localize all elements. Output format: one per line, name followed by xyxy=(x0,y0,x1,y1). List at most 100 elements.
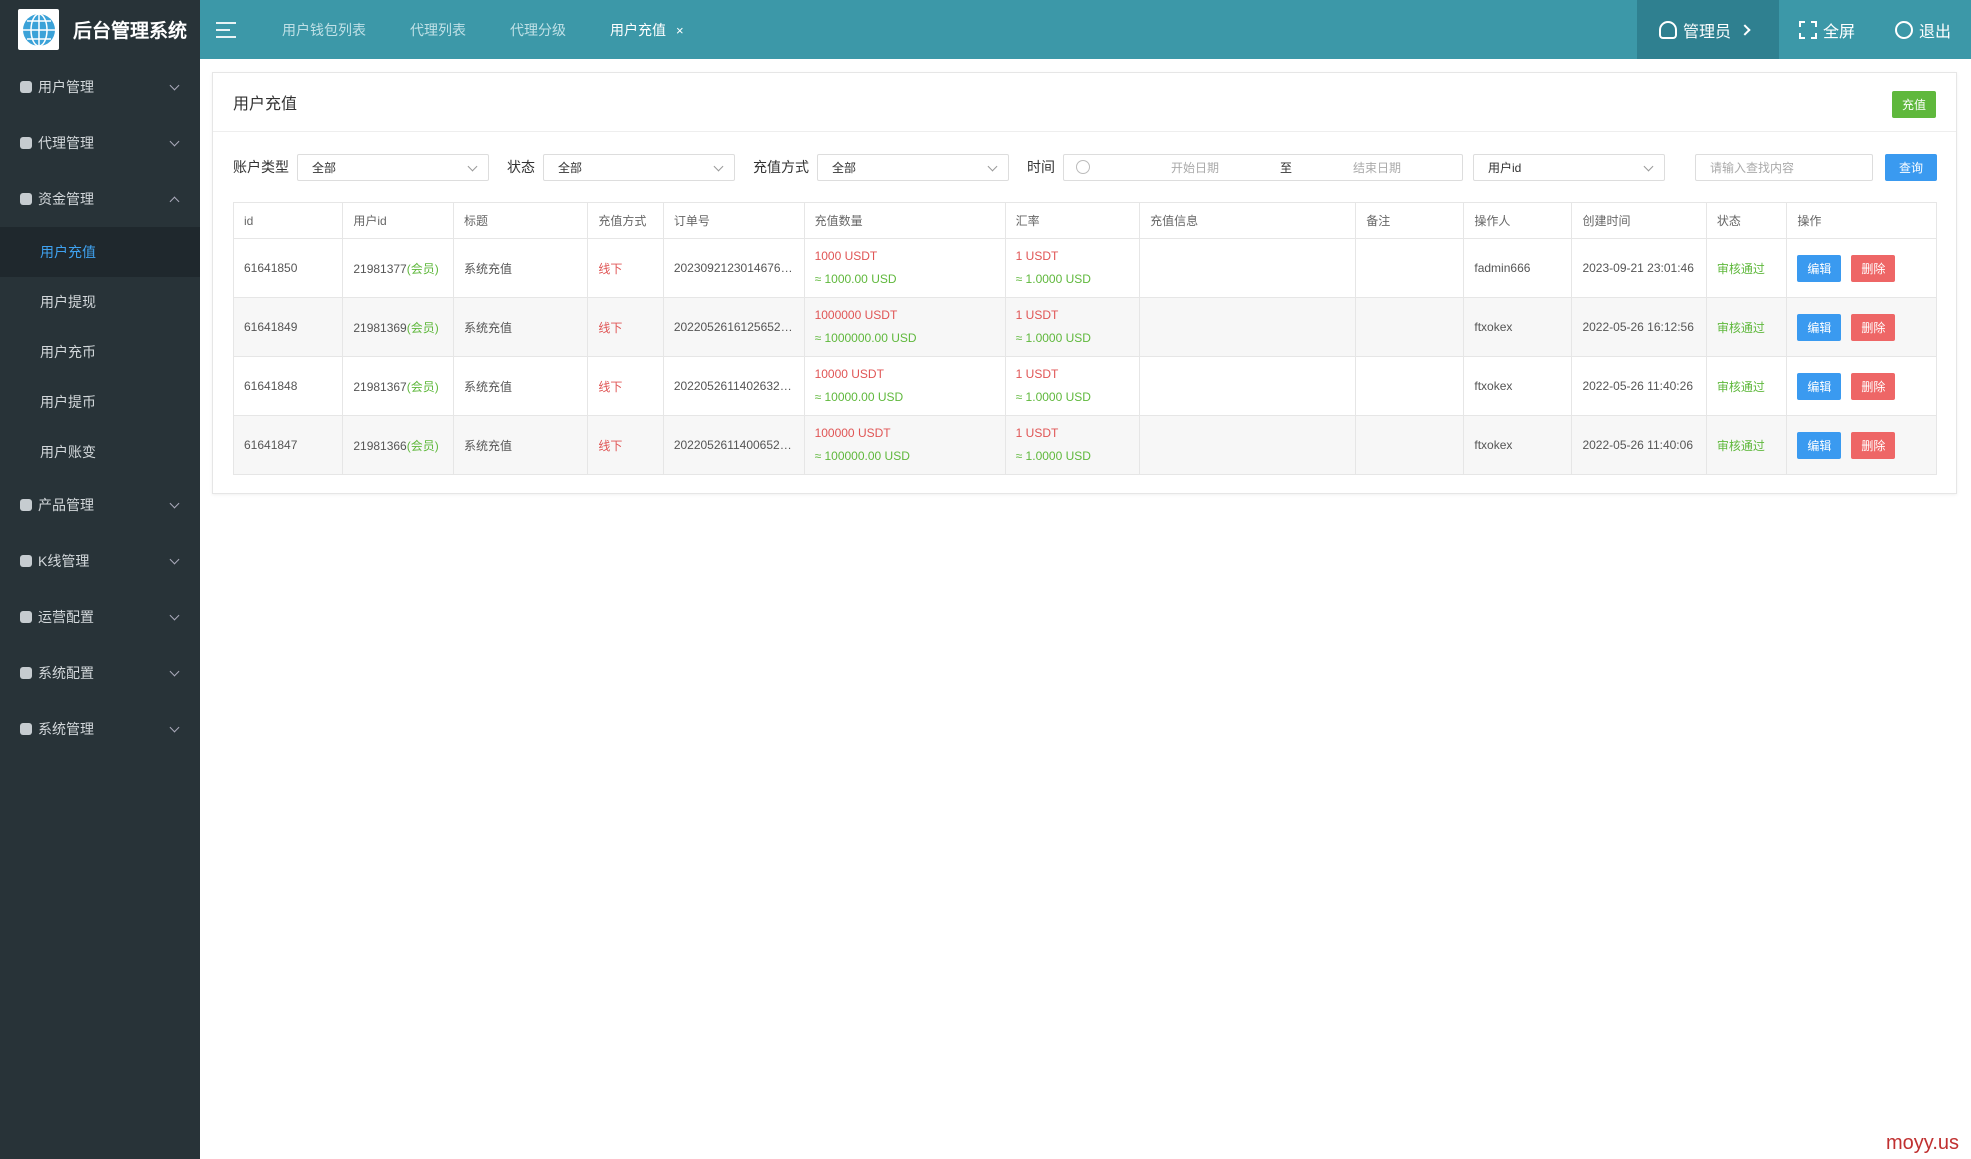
edit-button[interactable]: 编辑 xyxy=(1797,313,1842,341)
chevron xyxy=(169,554,180,565)
filter-label: 充值方式 xyxy=(753,159,809,175)
tab-label: 用户充值 xyxy=(610,21,666,38)
logout-button[interactable]: 退出 xyxy=(1875,18,1971,42)
filter-label: 状态 xyxy=(507,159,535,175)
table-cell: 21981366(会员) xyxy=(342,415,454,475)
panel-title: 用户充值 xyxy=(233,96,298,113)
column-header: 充值方式 xyxy=(587,202,664,239)
amount-usd: ≈ 1000000.00 USD xyxy=(814,331,917,345)
table-cell xyxy=(1355,297,1465,357)
user-menu[interactable]: 管理员 xyxy=(1636,0,1779,59)
search-button[interactable]: 查询 xyxy=(1885,153,1938,181)
operator: fadmin666 xyxy=(1474,261,1531,275)
chevron xyxy=(169,196,180,207)
top-bar: 用户钱包列表 代理列表 代理分级 用户充值 × 管理员 全屏 退出 xyxy=(200,0,1971,59)
table-cell: fadmin666 xyxy=(1463,238,1573,298)
menu-item[interactable]: K线管理 xyxy=(0,533,200,589)
table-row: 61641848 21981367(会员) 系统充值 线下 20220526114026… xyxy=(232,356,1937,416)
chevron xyxy=(169,80,180,91)
submenu-item[interactable]: 用户提币 xyxy=(40,394,96,410)
tab-label: 用户钱包列表 xyxy=(282,21,366,38)
table-cell xyxy=(1139,415,1357,475)
filter-select[interactable]: 全部 xyxy=(297,153,489,181)
table-cell: 审核通过 xyxy=(1705,297,1788,357)
table-cell: 2022052616125652… xyxy=(662,297,805,357)
tab[interactable]: 用户充值 × xyxy=(588,20,706,40)
tab[interactable]: 用户钱包列表 xyxy=(260,20,388,40)
delete-button[interactable]: 删除 xyxy=(1851,372,1896,400)
column-header: 备注 xyxy=(1355,202,1465,239)
header-row: id 用户id 标题 充值方式 订单号 充值数量 汇率 充值信息 备注 操作人 创建时间 状态 操作 xyxy=(232,202,1937,239)
table-cell: ftxokex xyxy=(1463,415,1573,475)
table-cell: 系统充值 xyxy=(452,415,589,475)
delete-button[interactable]: 删除 xyxy=(1851,313,1896,341)
table-cell: 2022-05-26 11:40:06 xyxy=(1571,415,1707,475)
menu-item[interactable]: 产品管理 xyxy=(0,477,200,533)
table-cell xyxy=(1139,238,1357,298)
submenu-item[interactable]: 用户充币 xyxy=(40,344,96,360)
table-cell: 2023092123014676… xyxy=(662,238,805,298)
table-cell: 1 USDT ≈ 1.0000 USD xyxy=(1004,356,1141,416)
brand-name: 后台管理系统 xyxy=(73,21,188,42)
menu-item[interactable]: 系统配置 xyxy=(0,645,200,701)
table-cell: 1 USDT ≈ 1.0000 USD xyxy=(1004,415,1141,475)
tab[interactable]: 代理分级 xyxy=(488,20,588,40)
clock-icon xyxy=(1076,160,1090,174)
delete-button[interactable]: 删除 xyxy=(1851,254,1896,282)
table-cell: 1 USDT ≈ 1.0000 USD xyxy=(1004,238,1141,298)
filter-select[interactable]: 全部 xyxy=(817,153,1009,181)
end-date: 结束日期 xyxy=(1353,160,1402,175)
submenu-item[interactable]: 用户账变 xyxy=(40,444,96,460)
recharge-button[interactable]: 充值 xyxy=(1891,91,1936,118)
submenu-item[interactable]: 用户充值 xyxy=(0,227,200,277)
table-cell: 100000 USDT ≈ 100000.00 USD xyxy=(803,415,1006,475)
column-header: 充值信息 xyxy=(1139,202,1357,239)
menu-icon xyxy=(20,555,32,567)
data-table: id 用户id 标题 充值方式 订单号 充值数量 汇率 充值信息 备注 操作人 创建时间 状态 操作 61… xyxy=(232,202,1937,475)
logout-icon xyxy=(1894,20,1913,39)
menu-item[interactable]: 运营配置 xyxy=(0,589,200,645)
id: 61641848 xyxy=(244,379,298,393)
tab[interactable]: 代理列表 xyxy=(388,20,488,40)
amount: 1000000 USDT xyxy=(814,308,898,322)
start-date: 开始日期 xyxy=(1170,160,1219,175)
order-no: 2022052611400652… xyxy=(673,438,792,452)
operator: ftxokex xyxy=(1474,320,1513,334)
method: 线下 xyxy=(598,261,623,276)
table-cell: 10000 USDT ≈ 10000.00 USD xyxy=(803,356,1006,416)
user-name: 管理员 xyxy=(1682,23,1731,41)
edit-button[interactable]: 编辑 xyxy=(1797,372,1842,400)
menu-item[interactable]: 代理管理 xyxy=(0,115,200,171)
table-cell: 编辑 删除 xyxy=(1786,238,1937,298)
logout-label: 退出 xyxy=(1918,23,1951,41)
operator: ftxokex xyxy=(1474,438,1513,452)
edit-button[interactable]: 编辑 xyxy=(1797,431,1842,459)
created: 2022-05-26 11:40:26 xyxy=(1582,379,1693,393)
table-cell: 21981369(会员) xyxy=(342,297,454,357)
amount-usd: ≈ 100000.00 USD xyxy=(814,449,910,463)
submenu-item[interactable]: 用户提现 xyxy=(40,294,96,310)
column-header: 用户id xyxy=(342,202,454,239)
filter-select[interactable]: 全部 xyxy=(543,153,735,181)
table-cell xyxy=(1355,356,1465,416)
menu-toggle[interactable] xyxy=(216,21,236,38)
search-input[interactable]: 请输入查找内容 xyxy=(1695,153,1873,181)
table-body: 61641850 21981377(会员) 系统充值 线下 20230921230146… xyxy=(232,238,1937,475)
table-cell: 编辑 删除 xyxy=(1786,415,1937,475)
menu-item[interactable]: 用户管理 xyxy=(0,59,200,115)
status: 审核通过 xyxy=(1716,261,1765,276)
fullscreen-button[interactable]: 全屏 xyxy=(1779,18,1875,42)
delete-button[interactable]: 删除 xyxy=(1851,431,1896,459)
menu-item[interactable]: 资金管理 xyxy=(0,171,200,227)
order-no: 2023092123014676… xyxy=(673,261,793,275)
table-cell xyxy=(1355,415,1465,475)
tab-close[interactable]: × xyxy=(676,22,684,38)
menu-item[interactable]: 系统管理 xyxy=(0,701,200,757)
date-range[interactable]: 开始日期 至 结束日期 xyxy=(1063,153,1463,181)
table-cell: 系统充值 xyxy=(452,238,589,298)
field-select[interactable]: 用户id xyxy=(1473,153,1665,181)
method: 线下 xyxy=(598,438,623,453)
edit-button[interactable]: 编辑 xyxy=(1797,254,1842,282)
status: 审核通过 xyxy=(1716,320,1765,335)
user-tag: (会员) xyxy=(406,379,439,394)
